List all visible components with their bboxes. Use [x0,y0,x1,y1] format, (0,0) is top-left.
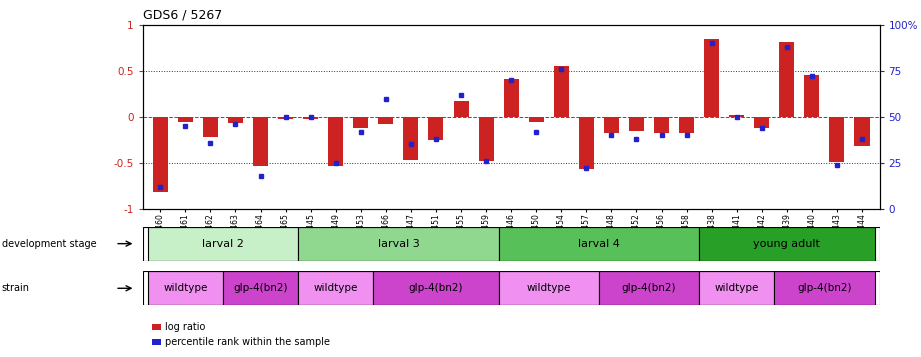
Bar [453,101,469,117]
Bar [379,117,393,124]
Text: larval 2: larval 2 [202,238,244,249]
Bar [373,271,498,305]
Bar [629,117,644,131]
Text: wildtype: wildtype [163,283,207,293]
Bar [152,324,161,330]
Bar [428,117,444,140]
Bar [147,227,298,261]
Bar [599,271,699,305]
Bar [278,117,293,119]
Bar [699,271,775,305]
Bar [147,271,223,305]
Bar [504,79,519,117]
Bar [779,41,794,117]
Text: percentile rank within the sample: percentile rank within the sample [165,337,330,347]
Text: glp-4(bn2): glp-4(bn2) [798,283,852,293]
Bar [152,339,161,345]
Text: young adult: young adult [753,238,821,249]
Text: strain: strain [2,283,29,293]
Text: log ratio: log ratio [165,322,205,332]
Text: wildtype: wildtype [527,283,571,293]
Bar [223,271,298,305]
Bar [479,117,494,161]
Text: development stage: development stage [2,238,97,249]
Bar [498,271,599,305]
Bar [830,117,845,162]
Text: wildtype: wildtype [715,283,759,293]
Text: GDS6 / 5267: GDS6 / 5267 [143,9,222,21]
Bar [228,117,243,124]
Bar [298,271,373,305]
Text: glp-4(bn2): glp-4(bn2) [233,283,287,293]
Bar [699,227,875,261]
Bar [498,227,699,261]
Bar [729,115,744,117]
Text: larval 3: larval 3 [378,238,419,249]
Bar [754,117,769,128]
Bar [604,117,619,134]
Bar [178,117,192,121]
Bar [855,117,869,146]
Text: wildtype: wildtype [313,283,358,293]
Text: glp-4(bn2): glp-4(bn2) [622,283,676,293]
Bar [303,117,318,119]
Bar [203,117,218,137]
Bar [253,117,268,166]
Bar [298,227,498,261]
Bar [705,39,719,117]
Bar [654,117,669,134]
Bar [578,117,594,169]
Bar [804,75,820,117]
Bar [354,117,368,128]
Bar [403,117,418,160]
Bar [775,271,875,305]
Bar [153,117,168,192]
Bar [554,66,569,117]
Text: glp-4(bn2): glp-4(bn2) [409,283,463,293]
Bar [529,117,543,121]
Bar [679,117,694,132]
Bar [328,117,344,166]
Text: larval 4: larval 4 [578,238,620,249]
